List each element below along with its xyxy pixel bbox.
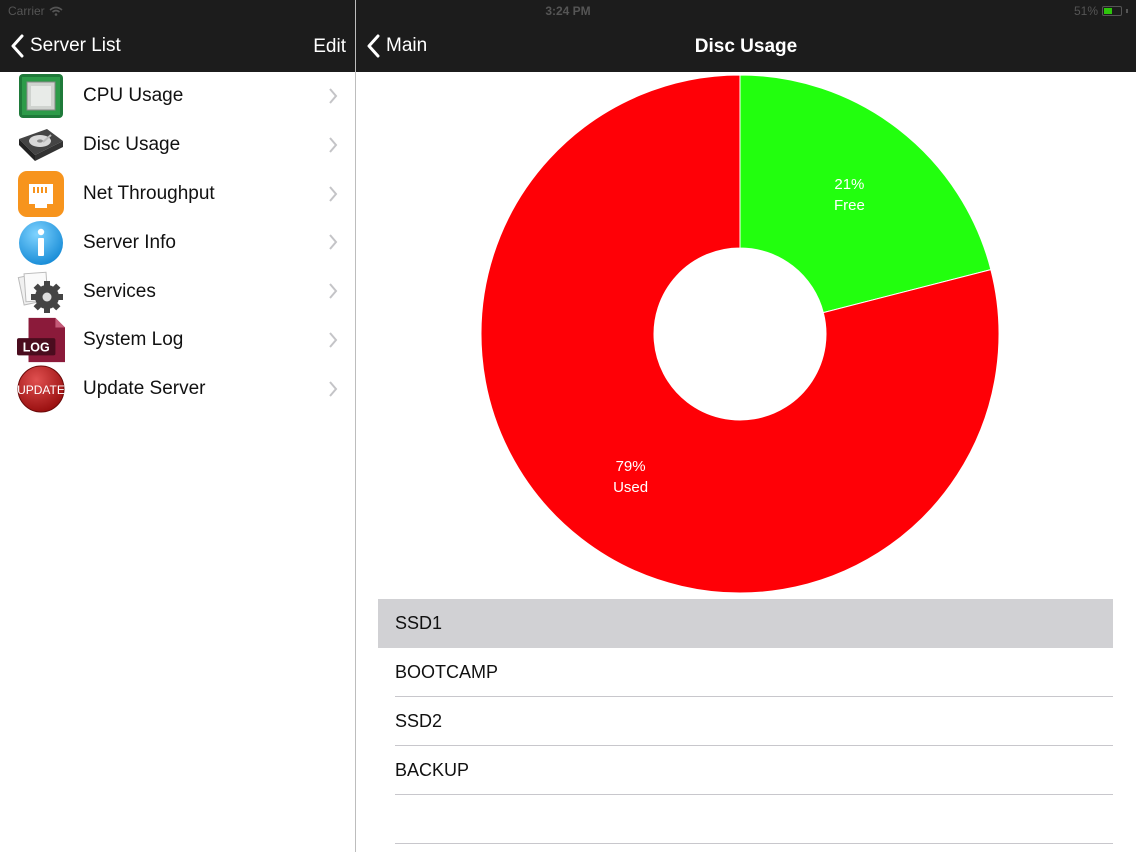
master-nav-bar: Server List Edit	[0, 22, 355, 72]
page-title: Disc Usage	[694, 36, 798, 57]
menu-item-label: CPU Usage	[83, 85, 184, 107]
menu-item-label: Services	[83, 280, 156, 302]
menu-item-label: Server Info	[83, 231, 176, 253]
battery-percent: 51%	[1073, 4, 1098, 18]
chevron-right-icon	[329, 185, 338, 202]
edit-button[interactable]: Edit	[313, 36, 346, 57]
chevron-right-icon	[329, 381, 338, 397]
chevron-left-icon	[367, 34, 380, 58]
carrier-info: Carrier	[8, 4, 63, 18]
menu-item-label: Disc Usage	[83, 134, 181, 156]
menu-item-label: Update Server	[83, 378, 206, 400]
svg-text:LOG: LOG	[23, 341, 50, 355]
disc-name: SSD1	[395, 613, 443, 633]
battery-icon	[1102, 6, 1122, 16]
main-back-button[interactable]: Main	[366, 34, 427, 58]
slice-percent-label: 21%	[834, 176, 864, 193]
menu-item-net-throughput[interactable]: Net Throughput	[0, 170, 355, 219]
gear-icon	[17, 269, 65, 315]
chevron-right-icon	[329, 332, 338, 348]
carrier-label: Carrier	[8, 4, 45, 18]
detail-nav-bar: Main Disc Usage	[356, 22, 1136, 72]
disc-row-ssd2[interactable]: SSD2	[378, 697, 1113, 746]
chevron-left-icon	[11, 34, 24, 58]
menu-list: CPU Usage Disc Usage	[0, 72, 355, 414]
slice-percent-label: 79%	[616, 458, 646, 475]
menu-item-services[interactable]: Services	[0, 267, 355, 316]
cpu-chip-icon	[17, 73, 65, 119]
disc-usage-chart: 21% Free 79% Used	[480, 74, 1000, 594]
slice-name-label: Used	[613, 479, 648, 496]
menu-item-system-log[interactable]: LOG System Log	[0, 316, 355, 365]
menu-item-disc-usage[interactable]: Disc Usage	[0, 121, 355, 170]
info-icon	[17, 220, 65, 266]
slice-free	[739, 74, 992, 314]
log-file-icon: LOG	[17, 317, 65, 363]
chevron-right-icon	[329, 88, 338, 104]
disc-list: SSD1 BOOTCAMP SSD2 BACKUP	[378, 599, 1113, 844]
hard-disk-icon	[17, 122, 65, 168]
update-icon: UPDATE	[17, 365, 65, 413]
disc-name: BOOTCAMP	[395, 662, 499, 682]
back-label: Server List	[30, 35, 121, 56]
server-list-back-button[interactable]: Server List	[10, 34, 121, 58]
chevron-right-icon	[329, 137, 338, 153]
menu-item-label: System Log	[83, 329, 184, 351]
slice-name-label: Free	[834, 197, 865, 214]
disc-row-backup[interactable]: BACKUP	[378, 746, 1113, 795]
empty-row	[378, 795, 1113, 844]
ethernet-port-icon	[17, 170, 65, 217]
chevron-right-icon	[329, 283, 338, 299]
disc-row-bootcamp[interactable]: BOOTCAMP	[378, 648, 1113, 697]
split-divider	[355, 0, 356, 852]
back-label: Main	[386, 35, 428, 56]
menu-item-update-server[interactable]: UPDATE Update Server	[0, 365, 355, 414]
status-bar: Carrier 3:24 PM 51%	[0, 0, 1136, 22]
wifi-icon	[49, 6, 63, 16]
menu-item-cpu-usage[interactable]: CPU Usage	[0, 72, 355, 121]
disc-row-ssd1[interactable]: SSD1	[378, 599, 1113, 648]
disc-name: SSD2	[395, 711, 443, 731]
chevron-right-icon	[329, 234, 338, 251]
battery-indicator: 51%	[1074, 4, 1128, 18]
status-time: 3:24 PM	[545, 4, 591, 18]
svg-text:UPDATE: UPDATE	[17, 383, 65, 397]
disc-name: BACKUP	[395, 760, 470, 780]
menu-item-server-info[interactable]: Server Info	[0, 218, 355, 267]
slice-used	[480, 74, 1000, 594]
menu-item-label: Net Throughput	[83, 182, 215, 204]
